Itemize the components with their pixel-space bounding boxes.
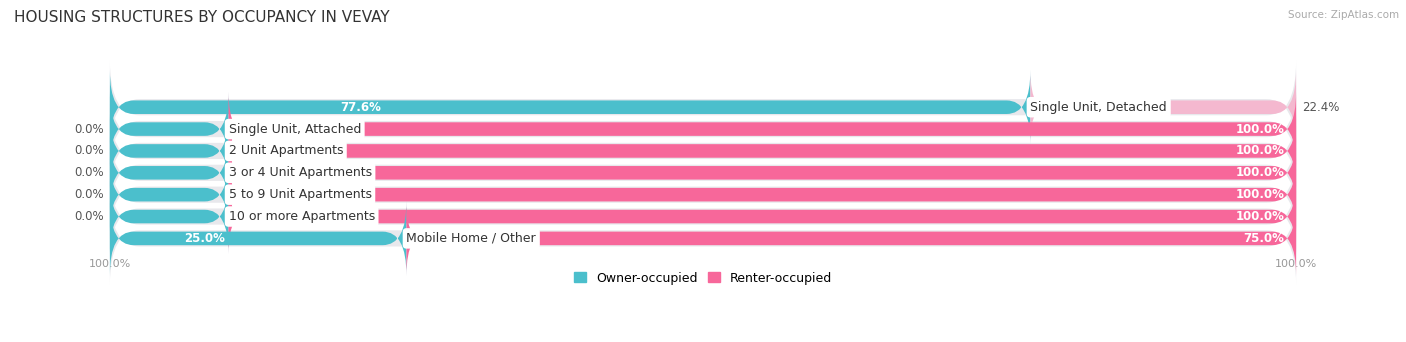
Text: 100.0%: 100.0% [1236, 122, 1284, 135]
Text: 5 to 9 Unit Apartments: 5 to 9 Unit Apartments [229, 188, 371, 201]
Text: Mobile Home / Other: Mobile Home / Other [406, 232, 536, 245]
Text: Single Unit, Detached: Single Unit, Detached [1031, 101, 1167, 114]
Text: 0.0%: 0.0% [75, 210, 104, 223]
Text: 10 or more Apartments: 10 or more Apartments [229, 210, 375, 223]
FancyBboxPatch shape [110, 158, 229, 232]
Text: 77.6%: 77.6% [340, 101, 381, 114]
FancyBboxPatch shape [229, 180, 1296, 253]
FancyBboxPatch shape [110, 136, 229, 210]
FancyBboxPatch shape [110, 82, 1296, 176]
FancyBboxPatch shape [110, 170, 1296, 263]
FancyBboxPatch shape [110, 104, 1296, 198]
FancyBboxPatch shape [110, 126, 1296, 219]
FancyBboxPatch shape [110, 92, 229, 166]
FancyBboxPatch shape [229, 92, 1296, 166]
Text: 0.0%: 0.0% [75, 122, 104, 135]
Text: 0.0%: 0.0% [75, 144, 104, 157]
FancyBboxPatch shape [229, 114, 1296, 188]
Text: Single Unit, Attached: Single Unit, Attached [229, 122, 361, 135]
Text: 75.0%: 75.0% [1243, 232, 1284, 245]
FancyBboxPatch shape [110, 114, 229, 188]
Text: 100.0%: 100.0% [1236, 166, 1284, 179]
Text: HOUSING STRUCTURES BY OCCUPANCY IN VEVAY: HOUSING STRUCTURES BY OCCUPANCY IN VEVAY [14, 10, 389, 25]
Text: 0.0%: 0.0% [75, 188, 104, 201]
Text: 100.0%: 100.0% [1236, 210, 1284, 223]
Text: 0.0%: 0.0% [75, 166, 104, 179]
Text: 100.0%: 100.0% [1236, 188, 1284, 201]
Text: Source: ZipAtlas.com: Source: ZipAtlas.com [1288, 10, 1399, 20]
Text: 25.0%: 25.0% [184, 232, 225, 245]
FancyBboxPatch shape [406, 201, 1296, 275]
FancyBboxPatch shape [110, 70, 1031, 144]
FancyBboxPatch shape [229, 158, 1296, 232]
FancyBboxPatch shape [110, 61, 1296, 154]
Legend: Owner-occupied, Renter-occupied: Owner-occupied, Renter-occupied [574, 272, 832, 285]
FancyBboxPatch shape [110, 180, 229, 253]
FancyBboxPatch shape [110, 148, 1296, 241]
Text: 22.4%: 22.4% [1302, 101, 1340, 114]
Text: 2 Unit Apartments: 2 Unit Apartments [229, 144, 343, 157]
FancyBboxPatch shape [1031, 70, 1296, 144]
Text: 3 or 4 Unit Apartments: 3 or 4 Unit Apartments [229, 166, 371, 179]
Text: 100.0%: 100.0% [1236, 144, 1284, 157]
FancyBboxPatch shape [110, 192, 1296, 285]
FancyBboxPatch shape [229, 136, 1296, 210]
FancyBboxPatch shape [110, 201, 406, 275]
